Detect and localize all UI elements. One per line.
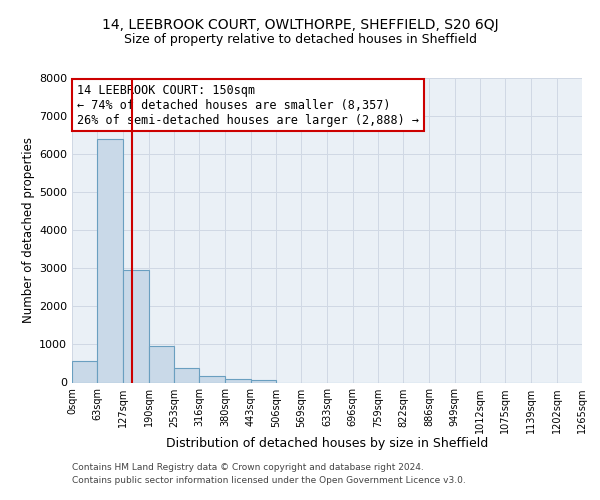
Bar: [174, 368, 199, 382]
Bar: [123, 270, 149, 382]
Bar: [251, 380, 276, 382]
Bar: [149, 346, 174, 383]
X-axis label: Distribution of detached houses by size in Sheffield: Distribution of detached houses by size …: [166, 437, 488, 450]
Bar: [72, 361, 97, 382]
Text: Size of property relative to detached houses in Sheffield: Size of property relative to detached ho…: [124, 32, 476, 46]
Text: 14 LEEBROOK COURT: 150sqm
← 74% of detached houses are smaller (8,357)
26% of se: 14 LEEBROOK COURT: 150sqm ← 74% of detac…: [77, 84, 419, 126]
Text: Contains HM Land Registry data © Crown copyright and database right 2024.: Contains HM Land Registry data © Crown c…: [72, 464, 424, 472]
Text: Contains public sector information licensed under the Open Government Licence v3: Contains public sector information licen…: [72, 476, 466, 485]
Y-axis label: Number of detached properties: Number of detached properties: [22, 137, 35, 323]
Bar: [97, 140, 123, 382]
Bar: [199, 376, 225, 382]
Bar: [225, 379, 251, 382]
Text: 14, LEEBROOK COURT, OWLTHORPE, SHEFFIELD, S20 6QJ: 14, LEEBROOK COURT, OWLTHORPE, SHEFFIELD…: [101, 18, 499, 32]
